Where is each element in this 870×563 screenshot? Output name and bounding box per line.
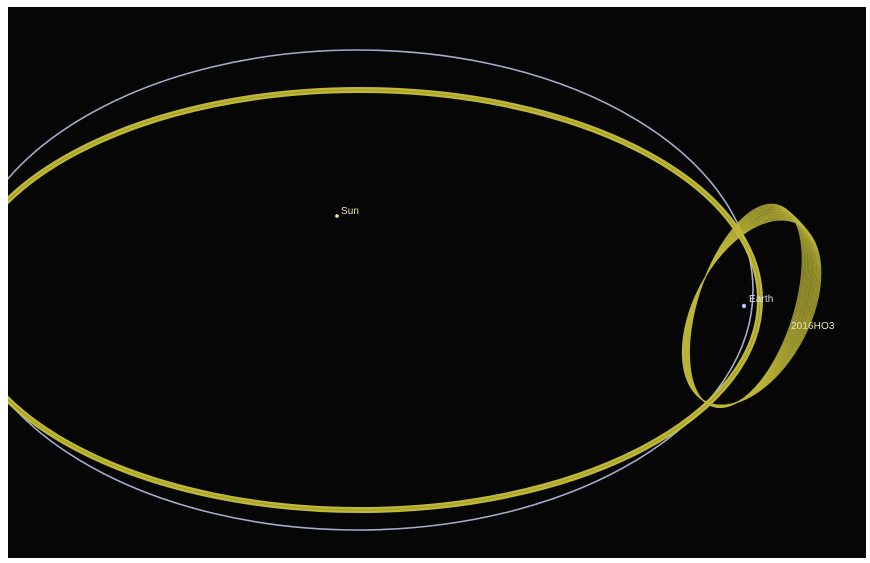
earth-orbit xyxy=(8,49,754,531)
orbit-diagram: Sun Earth 2016HO3 xyxy=(8,7,866,558)
asteroid-quasi-satellite-loop xyxy=(681,203,822,409)
asteroid-loop-ring xyxy=(681,219,822,406)
asteroid-orbit-band xyxy=(8,87,763,513)
sun-label: Sun xyxy=(341,206,360,217)
sun-marker xyxy=(335,214,339,218)
asteroid-label: 2016HO3 xyxy=(791,321,835,332)
earth-marker xyxy=(741,303,747,309)
orbit-scene xyxy=(8,49,822,531)
earth-label: Earth xyxy=(749,294,774,305)
